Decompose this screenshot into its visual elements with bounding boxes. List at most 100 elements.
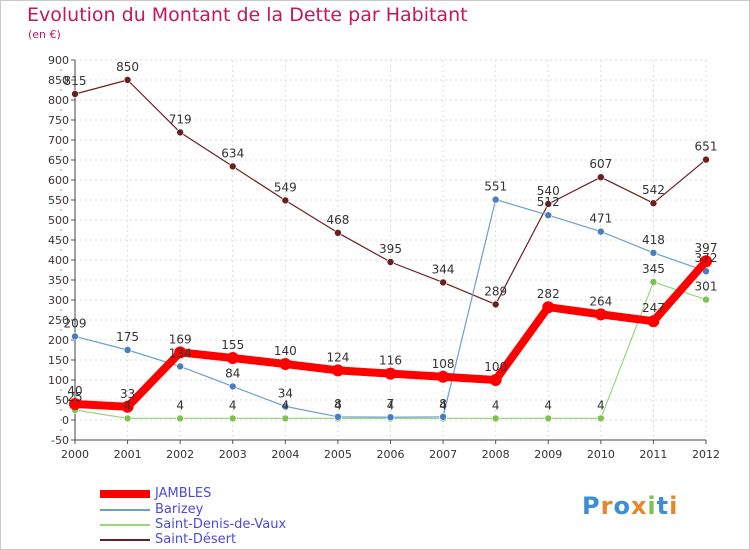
point-barizey: [71, 332, 79, 341]
point-barizey: [334, 412, 342, 421]
x-tick-label: 2012: [692, 448, 720, 461]
legend-swatch-saint-denis: [100, 524, 150, 526]
data-label-saint-d-sert: 540: [537, 184, 560, 198]
data-label-barizey: 8: [439, 397, 447, 411]
data-label-barizey: 84: [225, 366, 240, 380]
data-label-barizey: 209: [64, 316, 87, 330]
data-label-jambles: 140: [274, 344, 297, 358]
y-tick-label: 150: [48, 354, 69, 367]
legend-label-jambles: JAMBLES: [155, 486, 212, 501]
data-label-saint-denis-de-vaux: 25: [67, 390, 82, 404]
point-jambles: [489, 374, 502, 386]
legend-swatch-saint-desert: [100, 539, 150, 541]
data-label-saint-denis-de-vaux: 4: [334, 398, 342, 412]
point-saint-denis-de-vaux: [176, 414, 184, 423]
point-saint-denis-de-vaux: [544, 414, 553, 423]
y-tick-label: 600: [48, 174, 69, 187]
data-label-saint-denis-de-vaux: 4: [229, 398, 237, 412]
point-barizey: [544, 211, 553, 219]
data-label-jambles: 124: [326, 350, 349, 364]
point-jambles: [279, 358, 292, 370]
data-label-saint-d-sert: 468: [326, 213, 349, 227]
data-label-saint-d-sert: 850: [116, 60, 139, 74]
legend-label-barizey: Barizey: [155, 502, 204, 517]
point-saint-d-sert: [123, 76, 132, 84]
data-label-jambles: 247: [642, 301, 665, 315]
point-barizey: [281, 402, 290, 411]
point-jambles: [226, 352, 239, 364]
point-jambles: [174, 346, 187, 359]
point-barizey: [123, 346, 132, 354]
y-tick-label: 900: [48, 54, 69, 67]
legend-label-saint-denis: Saint-Denis-de-Vaux: [155, 517, 287, 532]
data-label-barizey: 551: [484, 180, 507, 194]
point-saint-d-sert: [439, 278, 447, 287]
point-barizey: [597, 227, 605, 236]
y-tick-label: 350: [48, 274, 69, 287]
point-saint-d-sert: [228, 162, 237, 171]
y-tick-label: 800: [48, 94, 69, 107]
x-tick-label: 2001: [114, 448, 142, 461]
data-label-jambles: 33: [120, 387, 135, 401]
y-tick-label: 450: [48, 234, 69, 247]
y-tick-label: 100: [48, 374, 69, 387]
data-label-saint-d-sert: 651: [695, 140, 718, 154]
point-barizey: [649, 249, 658, 257]
data-label-saint-denis-de-vaux: 4: [544, 398, 552, 412]
x-tick-label: 2006: [377, 448, 405, 461]
y-tick-label: 850: [48, 74, 69, 87]
y-tick-label: 500: [48, 214, 69, 227]
x-tick-label: 2002: [166, 448, 194, 461]
data-label-jambles: 108: [432, 357, 455, 371]
data-label-saint-d-sert: 542: [642, 183, 665, 197]
data-label-saint-denis-de-vaux: 4: [439, 398, 447, 412]
y-tick-label: 700: [48, 134, 69, 147]
point-saint-d-sert: [334, 229, 342, 237]
legend-swatch-jambles: [100, 490, 150, 498]
point-barizey: [386, 413, 395, 422]
data-label-jambles: 40: [67, 384, 82, 398]
proxiti-logo: Proxiti: [582, 492, 679, 520]
point-barizey: [228, 382, 237, 391]
data-label-jambles: 100: [484, 360, 507, 374]
point-saint-d-sert: [544, 200, 553, 208]
y-tick-label: 250: [48, 314, 69, 327]
chart-unit: (en €): [28, 28, 61, 41]
data-label-saint-denis-de-vaux: 4: [597, 398, 605, 412]
point-jambles: [384, 367, 397, 380]
point-jambles: [594, 308, 607, 321]
data-label-saint-denis-de-vaux: 4: [387, 398, 395, 412]
x-tick-label: 2004: [271, 448, 299, 461]
point-saint-denis-de-vaux: [649, 278, 658, 286]
y-tick-label: 400: [48, 254, 69, 267]
data-label-barizey: 418: [642, 233, 665, 247]
point-jambles: [69, 398, 81, 410]
data-label-saint-d-sert: 344: [432, 262, 455, 276]
data-label-barizey: 471: [589, 212, 612, 226]
data-label-saint-denis-de-vaux: 4: [282, 398, 290, 412]
y-tick-label: 750: [48, 114, 69, 127]
y-tick-label: 650: [48, 154, 69, 167]
point-barizey: [176, 362, 184, 371]
y-tick-label: 300: [48, 294, 69, 307]
data-label-barizey: 7: [387, 397, 395, 411]
point-saint-d-sert: [281, 196, 290, 205]
data-label-barizey: 134: [169, 346, 192, 360]
point-saint-d-sert: [649, 199, 658, 207]
point-saint-denis-de-vaux: [702, 295, 710, 304]
data-label-saint-denis-de-vaux: 301: [695, 280, 718, 294]
point-saint-denis-de-vaux: [281, 414, 290, 423]
point-saint-denis-de-vaux: [228, 414, 237, 423]
data-label-jambles: 169: [169, 332, 192, 346]
data-label-saint-d-sert: 395: [379, 242, 402, 256]
point-saint-denis-de-vaux: [491, 414, 500, 423]
data-label-jambles: 397: [695, 241, 718, 255]
data-label-saint-denis-de-vaux: 345: [642, 262, 665, 276]
point-saint-d-sert: [702, 155, 710, 164]
point-barizey: [491, 195, 500, 204]
point-saint-d-sert: [386, 258, 395, 266]
x-tick-label: 2005: [324, 448, 352, 461]
data-label-saint-denis-de-vaux: 4: [176, 398, 184, 412]
